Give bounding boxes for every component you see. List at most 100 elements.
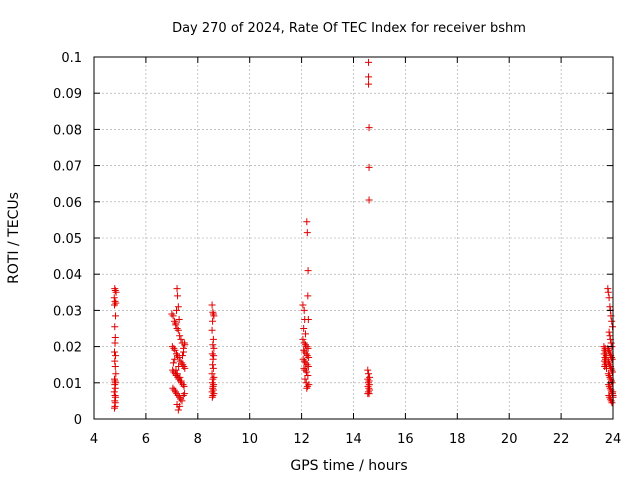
data-point [303, 368, 311, 376]
data-point [169, 312, 177, 320]
data-point [301, 341, 309, 349]
data-point [111, 402, 119, 410]
data-point [608, 399, 616, 407]
data-point [175, 315, 183, 323]
data-point [604, 285, 612, 293]
data-point [111, 404, 119, 412]
y-tick-labels: 0 0.01 0.02 0.03 0.04 0.05 0.06 0.07 0.08 0.09 0.1 [53, 51, 82, 428]
data-point [606, 373, 614, 381]
data-point [176, 357, 184, 365]
data-point [173, 306, 181, 314]
data-point [209, 375, 217, 383]
data-point [302, 359, 310, 367]
data-point [604, 288, 612, 296]
data-point [601, 353, 609, 361]
data-point [208, 370, 216, 378]
data-point [608, 368, 616, 376]
data-point [111, 297, 119, 305]
data-point [181, 390, 189, 398]
data-point [607, 353, 615, 361]
x-tick-label: 4 [90, 432, 98, 447]
data-point [111, 381, 119, 389]
data-point [171, 388, 179, 396]
y-tick-label: 0.04 [53, 268, 82, 283]
data-point [605, 359, 613, 367]
data-point [301, 330, 309, 338]
data-point [304, 267, 312, 275]
data-point [606, 332, 614, 340]
data-point [209, 317, 217, 325]
x-tick-label: 16 [397, 432, 414, 447]
data-point [172, 366, 180, 374]
data-point [170, 386, 178, 394]
y-tick-label: 0.08 [53, 123, 82, 138]
y-tick-label: 0.01 [53, 377, 82, 392]
data-point [608, 317, 616, 325]
chart-title: Day 270 of 2024, Rate Of TEC Index for r… [172, 21, 526, 36]
data-point [179, 361, 187, 369]
data-point [111, 286, 119, 294]
data-point [175, 393, 183, 401]
data-point [176, 332, 184, 340]
y-tick-label: 0 [74, 413, 82, 428]
data-point [300, 325, 308, 332]
x-tick-label: 14 [345, 432, 362, 447]
data-point [604, 344, 612, 352]
data-point [208, 301, 216, 309]
data-point [365, 163, 373, 171]
data-point [605, 294, 613, 302]
data-point [299, 335, 307, 343]
data-point [304, 372, 312, 380]
grid [94, 57, 613, 419]
data-point [606, 350, 614, 358]
data-point [209, 308, 217, 316]
data-point [300, 364, 308, 372]
data-point [304, 344, 312, 352]
data-point [302, 350, 310, 358]
data-point [300, 357, 308, 365]
data-point [173, 285, 181, 293]
data-point [111, 348, 119, 356]
data-point [209, 384, 217, 392]
data-point [210, 344, 218, 352]
data-point [210, 352, 218, 360]
data-point [605, 382, 613, 390]
data-point [209, 310, 217, 318]
y-tick-label: 0.05 [53, 232, 82, 247]
data-point [173, 350, 181, 358]
data-point [174, 303, 182, 311]
data-point [300, 339, 308, 347]
data-point [170, 344, 178, 352]
data-point [300, 306, 308, 314]
data-point [178, 352, 186, 360]
data-point [365, 73, 373, 81]
data-point [605, 346, 613, 354]
data-point [364, 382, 372, 390]
data-point [606, 303, 614, 311]
data-point [208, 326, 216, 334]
data-point [171, 346, 179, 354]
data-point [173, 325, 181, 332]
data-point [607, 397, 615, 405]
data-point [608, 355, 616, 363]
data-point [608, 323, 616, 331]
data-point [606, 384, 614, 392]
data-point [110, 294, 118, 302]
data-point [209, 361, 217, 369]
data-point [304, 292, 312, 300]
data-point [304, 363, 312, 371]
data-point [175, 353, 183, 361]
data-point [176, 373, 184, 381]
data-point [174, 326, 182, 334]
data-point [303, 361, 311, 369]
data-point [600, 343, 608, 351]
x-tick-label: 12 [293, 432, 310, 447]
data-point [605, 381, 613, 389]
data-point [174, 406, 182, 414]
data-point [299, 355, 307, 363]
data-point [178, 397, 186, 405]
data-point [210, 373, 218, 381]
data-point [605, 328, 613, 336]
data-point [209, 335, 217, 343]
